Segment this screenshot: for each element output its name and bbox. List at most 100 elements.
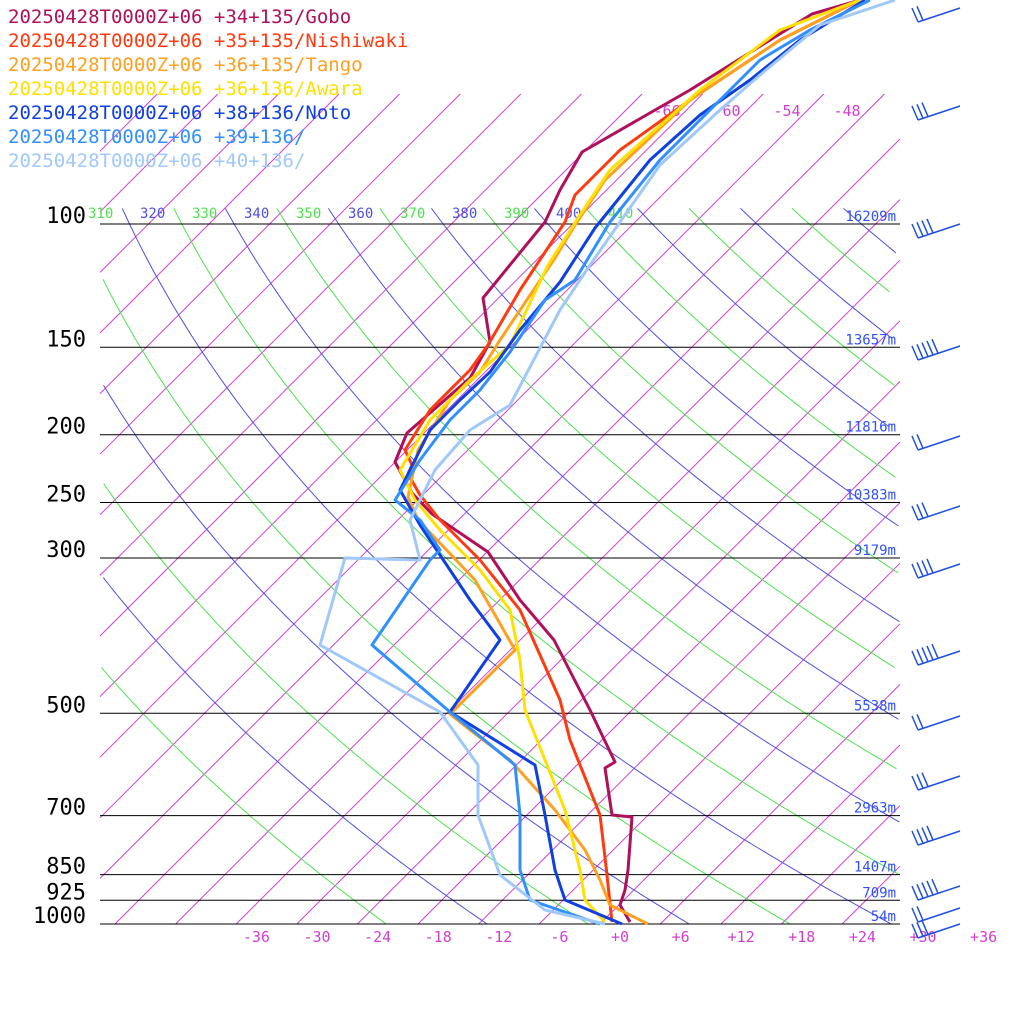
x-tick-label: -12 bbox=[485, 928, 512, 946]
wind-barb-feather bbox=[911, 885, 919, 901]
wind-barb-feather bbox=[911, 435, 919, 451]
isotherm-line bbox=[660, 684, 901, 925]
wind-barb-feather bbox=[911, 650, 919, 666]
wind-barb-feather bbox=[931, 338, 939, 354]
x-tick-label: +12 bbox=[728, 928, 755, 946]
dry-adiabat-line bbox=[585, 208, 896, 478]
legend-entry: 20250428T0000Z+06 +36+136/Awara bbox=[8, 78, 363, 100]
isotherm-line bbox=[99, 93, 703, 697]
dry-adiabat-line bbox=[102, 279, 791, 925]
pressure-level-label: 200 bbox=[46, 415, 86, 440]
wind-barb bbox=[911, 6, 961, 23]
isotherm-line bbox=[99, 93, 522, 516]
height-label: 13657m bbox=[845, 332, 896, 348]
wind-barb-feather bbox=[916, 344, 924, 359]
isotherm-line bbox=[99, 93, 582, 576]
theta-label: 320 bbox=[140, 206, 165, 222]
wind-barb-feather bbox=[911, 223, 919, 239]
wind-barb-staff bbox=[917, 563, 961, 579]
wind-barb-staff bbox=[917, 435, 961, 451]
wind-barb bbox=[911, 714, 961, 731]
profile-line bbox=[398, 0, 866, 926]
wind-barb-feather bbox=[921, 772, 929, 787]
height-label: 10383m bbox=[845, 488, 896, 504]
legend-entry: 20250428T0000Z+06 +36+135/Tango bbox=[8, 54, 363, 76]
wind-barb-feather bbox=[911, 7, 919, 23]
wind-barb-feather bbox=[926, 880, 934, 896]
wind-barb-feather bbox=[921, 647, 929, 662]
height-label: 11816m bbox=[845, 420, 896, 436]
wind-barb-staff bbox=[917, 715, 961, 731]
pressure-level-label: 250 bbox=[46, 483, 86, 508]
wind-barb bbox=[911, 772, 961, 791]
wind-barb-feather bbox=[911, 563, 919, 579]
isotherm-line bbox=[114, 138, 901, 925]
dry-adiabat-line bbox=[100, 667, 387, 925]
legend-entry: 20250428T0000Z+06 +35+135/Nishiwaki bbox=[8, 30, 408, 52]
wind-barb-feather bbox=[916, 884, 924, 899]
wind-barb-feather bbox=[911, 830, 919, 846]
pressure-level-label: 850 bbox=[46, 855, 86, 880]
wind-barb-staff bbox=[917, 775, 961, 791]
legend-entry: 20250428T0000Z+06 +40+136/ bbox=[8, 150, 305, 172]
profile-line bbox=[403, 0, 861, 923]
isotherm-line bbox=[841, 865, 901, 925]
isotherm-line bbox=[99, 93, 400, 394]
wind-barb-staff bbox=[917, 7, 961, 23]
isotherm-label: -48 bbox=[833, 102, 860, 120]
wind-barbs bbox=[911, 6, 961, 939]
isotherm-line bbox=[99, 93, 158, 152]
wind-barb-feather bbox=[926, 218, 934, 234]
dry-adiabat-line bbox=[224, 208, 900, 823]
x-tick-label: +36 bbox=[970, 928, 997, 946]
wind-barb-feather bbox=[921, 827, 929, 842]
isotherm-line bbox=[417, 441, 901, 925]
isotherm-line bbox=[781, 805, 901, 925]
pressure-level-label: 925 bbox=[46, 880, 86, 905]
wind-barb-feather bbox=[916, 504, 924, 519]
height-label: 54m bbox=[871, 909, 896, 925]
theta-label: 350 bbox=[296, 206, 321, 222]
wind-barb bbox=[911, 102, 961, 121]
wind-barb-feather bbox=[911, 923, 919, 939]
wind-barb-feather bbox=[916, 562, 924, 577]
theta-label: 330 bbox=[192, 206, 217, 222]
isotherm-lines bbox=[99, 93, 901, 925]
wind-barb-feather bbox=[911, 505, 919, 521]
x-tick-label: +24 bbox=[849, 928, 876, 946]
legend-entry: 20250428T0000Z+06 +38+136/Noto bbox=[8, 102, 351, 124]
wind-barb-staff bbox=[917, 650, 961, 666]
wind-barb-feather bbox=[916, 829, 924, 844]
pressure-level-label: 100 bbox=[46, 204, 86, 229]
wind-barb-feather bbox=[916, 774, 924, 789]
wind-barb-staff bbox=[917, 505, 961, 521]
wind-barb-feather bbox=[916, 649, 924, 664]
wind-barb-feather bbox=[931, 643, 939, 659]
pressure-level-label: 700 bbox=[46, 796, 86, 821]
profile-line bbox=[398, 0, 861, 924]
wind-barb-feather bbox=[921, 220, 929, 235]
dry-adiabat-line bbox=[431, 208, 900, 623]
isotherm-line bbox=[296, 320, 901, 925]
wind-barb-staff bbox=[917, 885, 961, 901]
wind-barb-staff bbox=[917, 105, 961, 121]
isotherm-line bbox=[99, 93, 279, 273]
wind-barb-feather bbox=[926, 825, 934, 841]
profile-line bbox=[370, 0, 871, 926]
height-label: 9179m bbox=[854, 543, 896, 559]
wind-barb-feather bbox=[911, 907, 919, 923]
theta-label: 380 bbox=[452, 206, 477, 222]
wind-barb bbox=[911, 434, 961, 451]
x-tick-labels: -36-30-24-18-12-6+0+6+12+18+24+30+36 bbox=[243, 928, 997, 946]
dry-adiabat-line bbox=[482, 208, 899, 574]
height-label: 709m bbox=[862, 885, 896, 901]
wind-barb-feather bbox=[911, 715, 919, 731]
wind-barb bbox=[911, 643, 961, 666]
wind-barb bbox=[911, 502, 961, 521]
dry-adiabat-line bbox=[637, 208, 890, 428]
theta-label: 340 bbox=[244, 206, 269, 222]
wind-barb-feather bbox=[911, 105, 919, 121]
isotherm-line bbox=[357, 381, 901, 925]
isotherm-line bbox=[720, 744, 901, 925]
